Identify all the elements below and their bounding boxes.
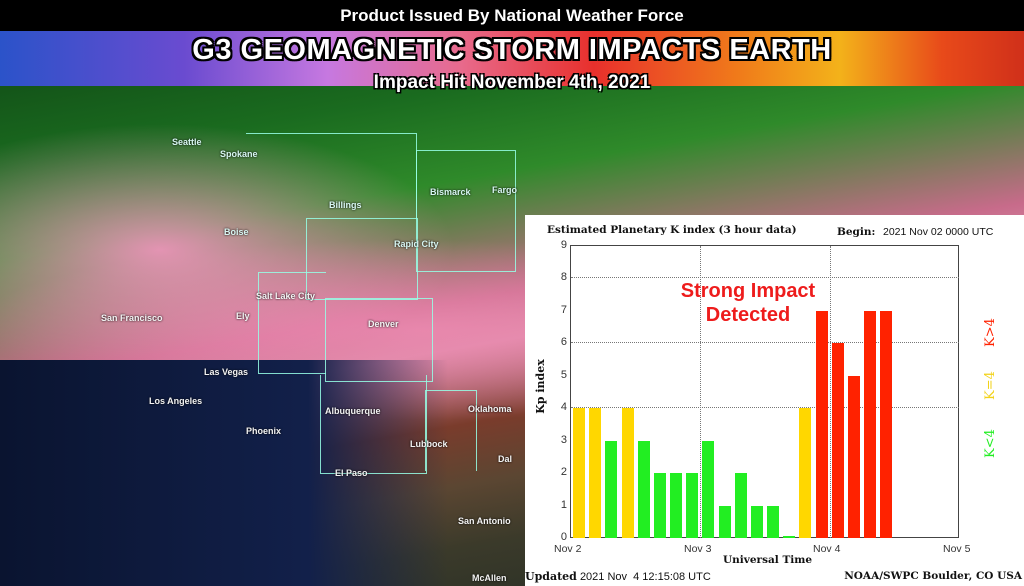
- kp-bar: [686, 473, 699, 538]
- kp-bar: [702, 440, 715, 538]
- annotation-line-1: Strong Impact: [680, 280, 816, 302]
- ytick-4: 4: [560, 401, 567, 413]
- chart-plot-area: [570, 245, 959, 538]
- state-border-newmexico: [320, 375, 427, 474]
- kp-bar: [734, 473, 747, 538]
- city-label-mcallen: McAllen: [472, 573, 507, 583]
- city-label-bismarck: Bismarck: [430, 187, 471, 197]
- legend-k-less-4: K<4: [983, 429, 998, 458]
- city-label-fargo: Fargo: [492, 185, 518, 195]
- noaa-credit: NOAA/SWPC Boulder, CO USA: [844, 570, 1022, 582]
- kp-bar: [750, 505, 763, 538]
- ytick-6: 6: [560, 336, 567, 348]
- gridline-nov4: [830, 246, 831, 538]
- kp-bar: [864, 310, 877, 538]
- city-label-phoenix: Phoenix: [246, 426, 282, 436]
- city-label-el-paso: El Paso: [335, 468, 368, 478]
- chart-title: Estimated Planetary K index (3 hour data…: [547, 224, 797, 236]
- kp-bar: [880, 310, 893, 538]
- city-label-seattle: Seattle: [172, 137, 202, 147]
- gridline-6: [571, 342, 959, 343]
- pacific-ocean: [0, 360, 560, 586]
- city-label-spokane: Spokane: [220, 149, 258, 159]
- kp-bar: [653, 473, 666, 538]
- kp-bar: [831, 343, 844, 538]
- ytick-5: 5: [560, 369, 567, 381]
- state-border-texas-panhandle: [425, 390, 477, 471]
- ytick-0: 0: [560, 531, 567, 543]
- city-label-ely: Ely: [236, 311, 250, 321]
- updated-timestamp: Updated 2021 Nov 4 12:15:08 UTC: [525, 570, 711, 583]
- legend-k-equal-4: K=4: [983, 371, 998, 400]
- kp-bar: [815, 310, 828, 538]
- city-label-boise: Boise: [224, 227, 249, 237]
- ytick-2: 2: [560, 466, 567, 478]
- annotation-line-2: Detected: [705, 304, 791, 326]
- ytick-8: 8: [560, 271, 567, 283]
- city-label-san-francisco: San Francisco: [101, 313, 163, 323]
- kp-bar: [767, 505, 780, 538]
- city-label-rapid-city: Rapid City: [394, 239, 439, 249]
- kp-bar: [621, 408, 634, 538]
- state-border-utah: [258, 272, 326, 374]
- city-label-san-antonio: San Antonio: [458, 516, 511, 526]
- city-label-lubbock: Lubbock: [410, 439, 448, 449]
- kp-bar: [589, 408, 602, 538]
- kp-bar: [605, 440, 618, 538]
- city-label-albuquerque: Albuquerque: [325, 406, 381, 416]
- city-label-dallas: Dal: [498, 454, 513, 464]
- state-border-colorado: [325, 298, 433, 382]
- strong-impact-annotation: Strong Impact Detected: [663, 279, 833, 327]
- city-label-salt-lake-city: Salt Lake City: [256, 291, 316, 301]
- xtick-nov5: Nov 5: [943, 543, 971, 555]
- updated-label: Updated: [525, 570, 577, 583]
- updated-value: 2021 Nov 4 12:15:08 UTC: [579, 571, 711, 583]
- chart-begin-value: 2021 Nov 02 0000 UTC: [883, 226, 994, 238]
- kp-bar: [573, 408, 586, 538]
- kp-bar: [847, 375, 860, 538]
- ytick-3: 3: [560, 434, 567, 446]
- city-label-denver: Denver: [368, 319, 399, 329]
- city-label-billings: Billings: [329, 200, 362, 210]
- issuer-text: Product Issued By National Weather Force: [340, 6, 684, 25]
- headline-subtitle: Impact Hit November 4th, 2021: [373, 72, 651, 93]
- headline-title: G3 GEOMAGNETIC STORM IMPACTS EARTH: [192, 34, 832, 66]
- xtick-nov2: Nov 2: [554, 543, 582, 555]
- ytick-1: 1: [560, 499, 567, 511]
- city-label-las-vegas: Las Vegas: [204, 367, 249, 377]
- y-axis-label: Kp index: [533, 359, 547, 414]
- gridline-nov3: [700, 246, 701, 538]
- gridline-8: [571, 277, 959, 278]
- kp-index-chart: Estimated Planetary K index (3 hour data…: [525, 215, 1024, 586]
- city-label-los-angeles: Los Angeles: [149, 396, 203, 406]
- rainbow-banner: [0, 31, 1024, 86]
- issuer-bar: Product Issued By National Weather Force: [0, 0, 1024, 31]
- state-border-dakotas: [416, 150, 516, 272]
- xtick-nov3: Nov 3: [684, 543, 712, 555]
- kp-bar: [783, 535, 796, 538]
- ytick-7: 7: [560, 304, 567, 316]
- state-border-wyoming: [306, 218, 418, 300]
- kp-bar: [670, 473, 683, 538]
- kp-bar: [799, 408, 812, 538]
- kp-bar: [718, 505, 731, 538]
- chart-begin-label: Begin:: [837, 226, 876, 238]
- xtick-nov4: Nov 4: [813, 543, 841, 555]
- x-axis-label: Universal Time: [723, 554, 813, 566]
- ytick-9: 9: [560, 239, 567, 251]
- gridline-4: [571, 407, 959, 408]
- kp-bar: [637, 440, 650, 538]
- city-label-oklahoma: Oklahoma: [468, 404, 512, 414]
- legend-k-greater-4: K>4: [983, 318, 998, 347]
